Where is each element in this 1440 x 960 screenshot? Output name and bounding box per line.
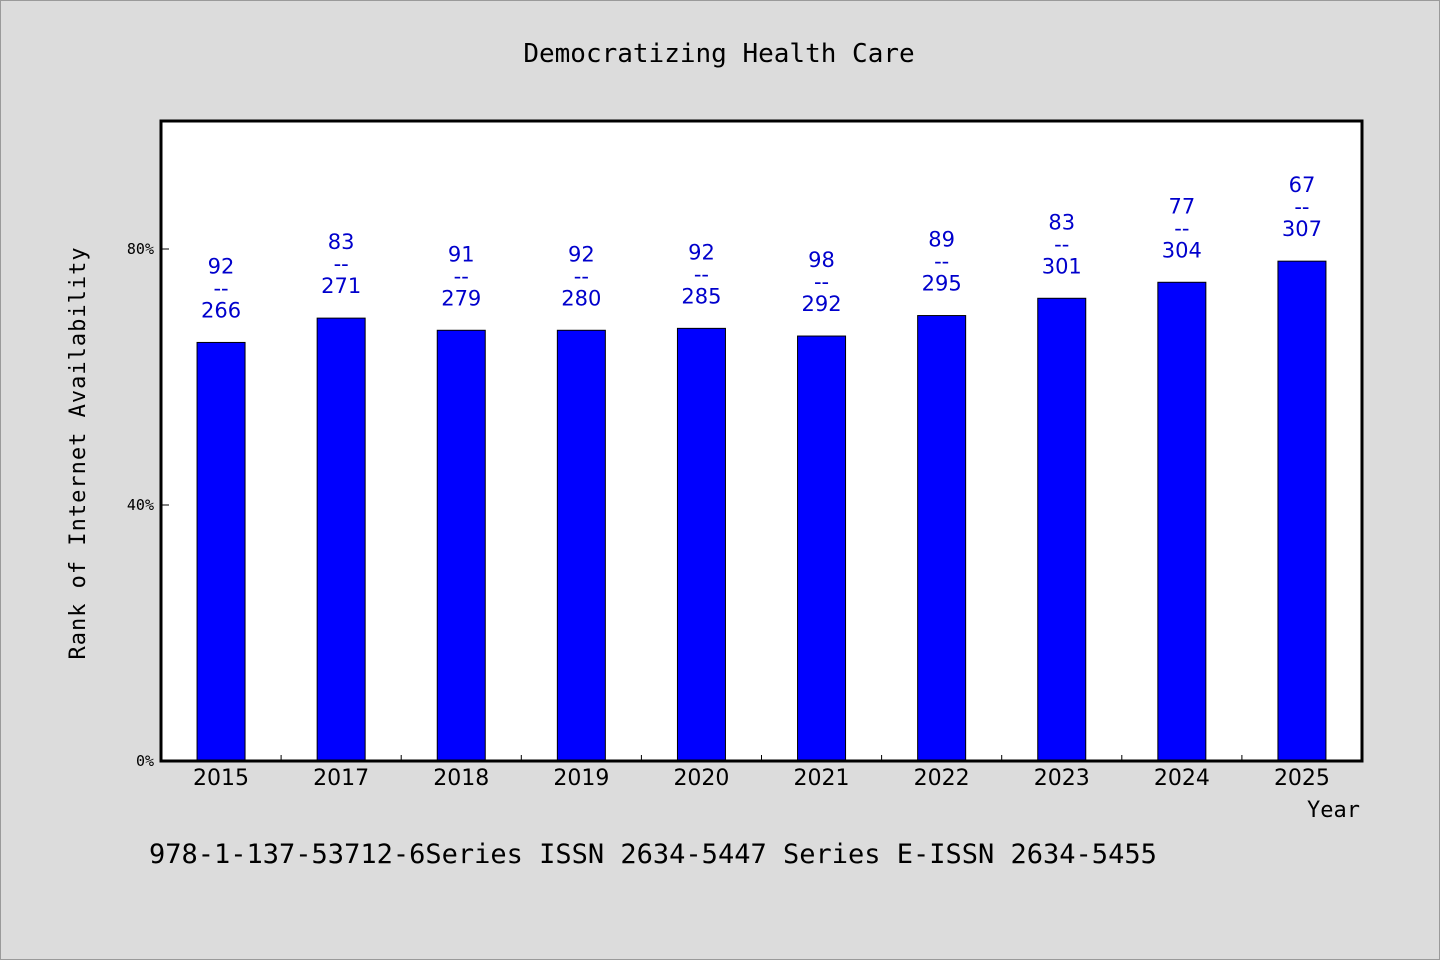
x-tick-label-2018: 2018: [433, 766, 489, 791]
bar-label-2021-line-2: --: [814, 270, 829, 294]
bar-2020: [676, 327, 726, 762]
bar-2015: [196, 341, 246, 762]
footer-isbn-text: 978-1-137-53712-6Series ISSN 2634-5447 S…: [149, 839, 1157, 870]
bar-label-2017-line-3: 271: [321, 274, 361, 298]
bar-label-2018-line-2: --: [454, 264, 469, 288]
bar-2019: [556, 329, 606, 762]
x-tick-label-2015: 2015: [193, 766, 249, 791]
x-tick-label-2023: 2023: [1034, 766, 1090, 791]
bar-label-2022-line-2: --: [934, 250, 949, 274]
bar-label-2018-line-3: 279: [441, 286, 481, 310]
bar-2022: [917, 315, 967, 762]
bar-label-2024-line-1: 77: [1168, 194, 1195, 218]
bar-label-2022-line-3: 295: [922, 272, 962, 296]
bar-label-2018-line-1: 91: [448, 242, 475, 266]
y-tick-label-40: 40%: [127, 496, 154, 514]
bar-label-2019-line-2: --: [574, 264, 589, 288]
bar-label-2022-line-1: 89: [928, 228, 955, 252]
x-tick-label-2022: 2022: [914, 766, 970, 791]
bar-labels-layer: 92--26683--27191--27992--28092--28598--2…: [201, 173, 1322, 322]
x-tick-label-2017: 2017: [313, 766, 369, 791]
bar-label-2024-line-3: 304: [1162, 238, 1202, 262]
bar-label-2021-line-3: 292: [802, 292, 842, 316]
bar-label-2015-line-3: 266: [201, 298, 241, 322]
bar-label-2017-line-2: --: [334, 252, 349, 276]
bar-label-2023-line-3: 301: [1042, 254, 1082, 278]
bar-2024: [1157, 281, 1207, 762]
bar-label-2020-line-3: 285: [681, 284, 721, 308]
bar-label-2019-line-3: 280: [561, 286, 601, 310]
y-tick-label-0: 0%: [136, 752, 154, 770]
bar-label-2025-line-2: --: [1294, 195, 1309, 219]
bar-label-2021-line-1: 98: [808, 248, 835, 272]
bar-label-2024-line-2: --: [1174, 216, 1189, 240]
bars-layer: [196, 260, 1327, 762]
x-tick-label-2025: 2025: [1274, 766, 1330, 791]
bar-label-2023-line-2: --: [1054, 232, 1069, 256]
bar-label-2020-line-1: 92: [688, 240, 715, 264]
bar-2023: [1037, 297, 1087, 762]
x-axis: 2015 2017 2018 2019 2020 2021 2022 2023 2024 2025: [193, 755, 1330, 791]
bar-label-2015-line-1: 92: [208, 254, 235, 278]
x-tick-label-2019: 2019: [553, 766, 609, 791]
bar-2025: [1277, 260, 1327, 762]
bar-label-2019-line-1: 92: [568, 242, 595, 266]
bar-label-2017-line-1: 83: [328, 230, 355, 254]
bar-label-2025-line-3: 307: [1282, 217, 1322, 241]
bar-label-2023-line-1: 83: [1048, 210, 1075, 234]
x-axis-label: Year: [1307, 798, 1360, 823]
chart-title: Democratizing Health Care: [523, 39, 914, 69]
y-axis-label: Rank of Internet Availability: [66, 246, 91, 659]
y-tick-label-80: 80%: [127, 240, 154, 258]
x-tick-label-2021: 2021: [794, 766, 850, 791]
bar-2018: [436, 329, 486, 762]
bar-label-2015-line-2: --: [213, 276, 228, 300]
bar-2021: [797, 335, 847, 762]
plot-frame: [159, 119, 1364, 763]
bar-label-2025-line-1: 67: [1289, 173, 1316, 197]
x-tick-label-2024: 2024: [1154, 766, 1210, 791]
bar-2017: [316, 317, 366, 762]
x-tick-label-2020: 2020: [673, 766, 729, 791]
bar-label-2020-line-2: --: [694, 262, 709, 286]
